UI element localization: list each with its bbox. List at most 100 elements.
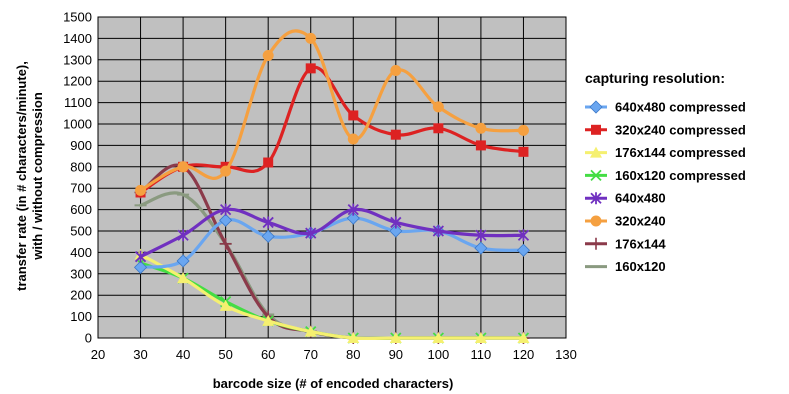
y-tick-label: 1000	[63, 117, 92, 132]
x-tick-label: 60	[261, 347, 275, 362]
data-point	[219, 299, 232, 311]
legend-label: 640x480	[615, 191, 666, 206]
data-point	[305, 32, 317, 44]
data-point	[263, 157, 274, 168]
legend-label: 160x120	[615, 259, 666, 274]
y-tick-label: 800	[70, 159, 92, 174]
data-point	[262, 50, 274, 62]
y-tick-label: 700	[70, 181, 92, 196]
legend: capturing resolution: 640x480 compressed…	[585, 70, 746, 274]
legend-label: 320x240 compressed	[615, 122, 746, 137]
series-line	[138, 207, 526, 259]
y-tick-label: 900	[70, 138, 92, 153]
y-tick-label: 0	[85, 331, 92, 346]
legend-item: 176x144	[585, 236, 666, 251]
legend-label: 320x240	[615, 214, 666, 229]
legend-item: 176x144 compressed	[585, 145, 746, 160]
data-point	[261, 229, 275, 243]
data-point	[517, 229, 530, 242]
x-tick-label: 100	[428, 347, 450, 362]
data-point	[347, 203, 359, 216]
data-point	[219, 237, 232, 250]
data-point	[517, 332, 530, 343]
series-line	[138, 29, 526, 192]
series-176x144-compressed	[134, 248, 530, 343]
x-tick-label: 70	[303, 347, 317, 362]
data-point	[474, 332, 487, 343]
plot-area	[97, 16, 567, 339]
legend-item: 160x120 compressed	[585, 168, 746, 183]
data-point	[219, 203, 232, 216]
data-point	[176, 254, 190, 268]
y-tick-label: 1400	[63, 31, 92, 46]
legend-marker	[591, 124, 601, 135]
x-tick-label: 40	[176, 347, 190, 362]
legend-item: 160x120	[585, 259, 666, 274]
data-point	[220, 165, 232, 177]
data-point	[304, 325, 317, 337]
y-axis-title-line-1: transfer rate (in # characters/minute),	[14, 61, 29, 291]
legend-marker	[590, 237, 602, 250]
data-point	[390, 65, 402, 76]
y-tick-label: 500	[70, 224, 92, 239]
legend-marker	[590, 192, 602, 205]
data-point	[347, 332, 360, 343]
data-point	[133, 260, 148, 274]
series-line	[138, 216, 526, 269]
axis-ticks: 0 100 200 300 400 500 600 700 800 900 1000 1100 1200…	[63, 10, 577, 363]
legend-marker	[590, 169, 602, 182]
y-tick-label: 1200	[63, 74, 92, 89]
x-tick-label: 30	[133, 347, 147, 362]
series-640x480-compressed	[133, 211, 531, 274]
data-point	[516, 243, 531, 257]
data-point	[390, 129, 401, 140]
data-point	[475, 140, 486, 151]
data-point	[346, 211, 360, 225]
data-point	[432, 332, 445, 343]
data-point	[262, 314, 275, 326]
y-tick-label: 400	[70, 245, 92, 260]
y-tick-label: 300	[70, 266, 92, 281]
data-point	[305, 63, 316, 74]
legend-marker	[589, 100, 603, 114]
x-tick-label: 130	[555, 347, 577, 362]
data-point	[347, 133, 359, 145]
data-point	[177, 272, 190, 284]
legend-item: 640x480	[585, 191, 666, 206]
y-tick-label: 1300	[63, 52, 92, 67]
series-320x240	[135, 29, 529, 196]
data-point	[432, 225, 445, 237]
x-tick-label: 80	[346, 347, 360, 362]
series-group	[133, 29, 531, 344]
plot-background	[98, 17, 566, 338]
y-tick-label: 1100	[64, 95, 92, 110]
x-tick-label: 90	[389, 347, 403, 362]
x-axis-title: barcode size (# of encoded characters)	[213, 376, 454, 391]
data-point	[135, 184, 147, 196]
data-point	[517, 124, 529, 136]
legend-marker	[590, 215, 602, 227]
x-tick-label: 110	[471, 347, 492, 362]
x-tick-label: 50	[218, 347, 232, 362]
data-point	[348, 110, 359, 121]
legend-label: 160x120 compressed	[615, 168, 746, 183]
legend-item: 320x240 compressed	[585, 122, 746, 137]
series-640x480	[134, 203, 530, 263]
data-point	[474, 241, 488, 255]
data-point	[390, 216, 402, 229]
y-axis-title: transfer rate (in # characters/minute), …	[14, 61, 45, 291]
data-point	[262, 216, 274, 229]
y-tick-label: 1500	[63, 10, 92, 25]
data-point	[134, 250, 147, 263]
series-line	[138, 252, 526, 341]
legend-item: 640x480 compressed	[585, 100, 746, 115]
data-point	[177, 161, 189, 173]
data-point	[177, 229, 189, 242]
data-point	[219, 213, 233, 227]
plot-border	[97, 16, 567, 339]
y-axis-title-line-2: with / without compression	[30, 92, 45, 261]
data-point	[389, 332, 402, 343]
data-point	[432, 101, 444, 113]
data-point	[433, 123, 444, 134]
